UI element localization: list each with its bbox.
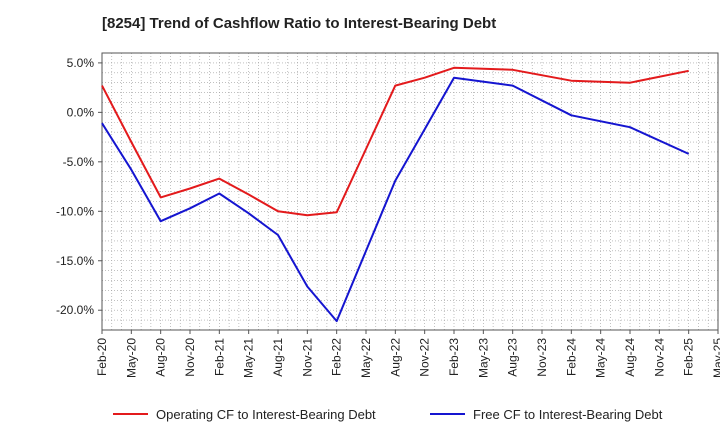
x-tick-label: May-21 [242, 338, 256, 378]
x-tick-label: Nov-23 [535, 338, 549, 377]
x-tick-label: Feb-23 [447, 338, 461, 376]
chart-title: [8254] Trend of Cashflow Ratio to Intere… [102, 15, 497, 32]
x-tick-label: Nov-22 [418, 338, 432, 377]
x-tick-label: May-20 [124, 338, 138, 378]
x-tick-label: May-22 [359, 338, 373, 378]
x-tick-label: May-25 [711, 338, 720, 378]
x-tick-label: Nov-20 [183, 338, 197, 377]
x-tick-label: Aug-24 [623, 338, 637, 377]
x-tick-label: Nov-24 [652, 338, 666, 377]
legend-label-2: Free CF to Interest-Bearing Debt [473, 407, 663, 422]
x-tick-label: Feb-20 [95, 338, 109, 376]
x-tick-label: May-24 [594, 338, 608, 378]
series-line-2 [101, 76, 690, 323]
plot-area [102, 53, 718, 330]
x-tick-label: Aug-20 [154, 338, 168, 377]
y-tick-label: -20.0% [56, 303, 94, 317]
x-tick-label: May-23 [476, 338, 490, 378]
legend-label-1: Operating CF to Interest-Bearing Debt [156, 407, 376, 422]
series-line-1 [101, 66, 689, 217]
y-tick-label: -5.0% [63, 155, 95, 169]
y-tick-label: 5.0% [67, 56, 95, 70]
x-tick-label: Aug-23 [506, 338, 520, 377]
plot-border [101, 52, 719, 331]
y-tick-label: 0.0% [67, 105, 95, 119]
y-tick-label: -10.0% [56, 204, 94, 218]
x-tick-label: Feb-22 [330, 338, 344, 376]
x-tick-label: Nov-21 [300, 338, 314, 377]
x-tick-label: Feb-25 [682, 338, 696, 376]
x-tick-label: Aug-21 [271, 338, 285, 377]
x-tick-label: Aug-22 [388, 338, 402, 377]
y-tick-label: -15.0% [56, 254, 94, 268]
x-tick-label: Feb-24 [564, 338, 578, 376]
x-tick-label: Feb-21 [212, 338, 226, 376]
